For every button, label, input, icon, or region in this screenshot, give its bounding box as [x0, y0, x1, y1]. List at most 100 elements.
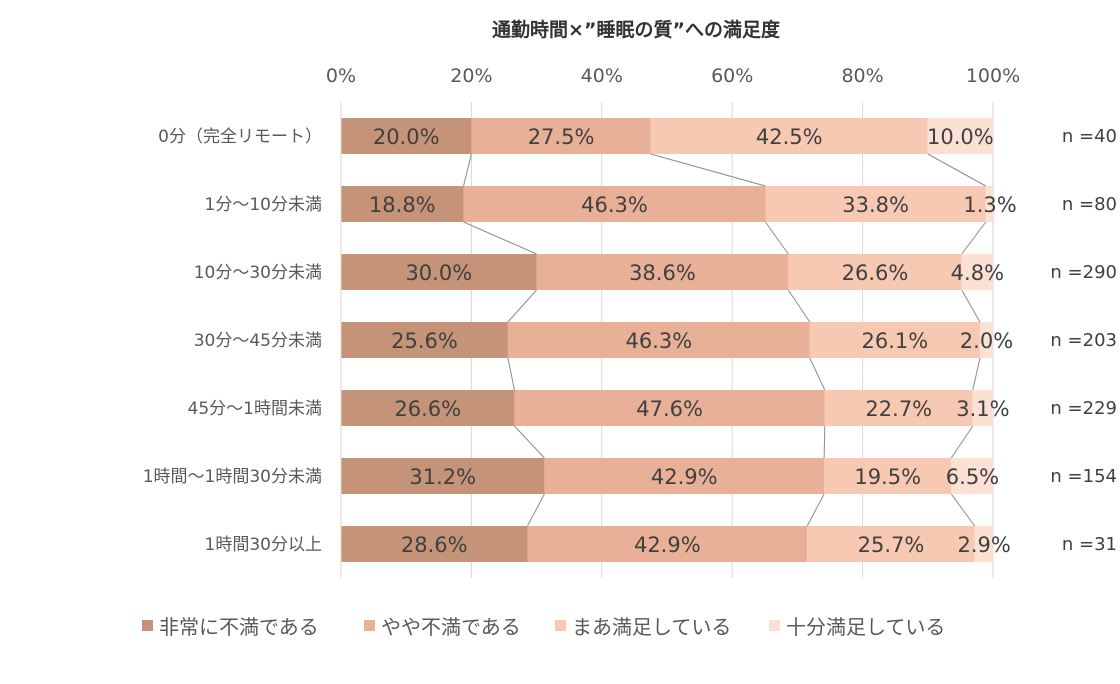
- bar-segment: [985, 186, 995, 222]
- bar-segment: [527, 526, 808, 562]
- data-label: 20.0%: [373, 125, 440, 149]
- data-label: 30.0%: [405, 261, 472, 285]
- n-label: n =203: [1050, 330, 1117, 351]
- legend-label: 十分満足している: [786, 615, 945, 639]
- x-tick-label: 20%: [450, 65, 492, 87]
- bar-segment: [650, 118, 928, 154]
- x-tick-label: 0%: [326, 65, 356, 87]
- data-label: 26.1%: [862, 329, 929, 353]
- series-line: [961, 289, 981, 323]
- bar-segment: [341, 390, 515, 426]
- data-label: 42.9%: [634, 533, 701, 557]
- legend-label: 非常に不満である: [159, 615, 319, 639]
- legend: 非常に不満である やや不満である まあ満足している 十分満足している: [142, 615, 945, 639]
- bar-segment: [788, 254, 962, 290]
- bar-segment: [341, 186, 464, 222]
- n-label: n =40: [1062, 126, 1117, 147]
- data-label: 3.1%: [956, 397, 1009, 421]
- series-line: [650, 153, 766, 187]
- bar-segment: [471, 118, 651, 154]
- series-line: [765, 221, 789, 255]
- category-label: 10分～30分未満: [194, 263, 322, 283]
- series-line: [507, 357, 515, 391]
- x-tick-label: 40%: [581, 65, 623, 87]
- bar-segment: [341, 118, 472, 154]
- bar-segment: [974, 526, 994, 562]
- bar-segment: [972, 390, 993, 426]
- data-label: 6.5%: [946, 465, 999, 489]
- series-line: [527, 493, 545, 527]
- bar-segment: [341, 526, 528, 562]
- series-line: [927, 153, 987, 187]
- x-tick-label: 60%: [711, 65, 753, 87]
- bar-segment: [765, 186, 986, 222]
- category-label: 30分～45分未満: [194, 331, 322, 351]
- bar-segment: [463, 186, 766, 222]
- data-label: 46.3%: [581, 193, 648, 217]
- data-label: 46.3%: [625, 329, 692, 353]
- bar-segment: [927, 118, 993, 154]
- data-label: 31.2%: [409, 465, 476, 489]
- data-label: 26.6%: [842, 261, 909, 285]
- data-label: 38.6%: [629, 261, 696, 285]
- category-label: 45分～1時間未満: [188, 399, 322, 419]
- series-line: [463, 221, 537, 255]
- x-tick-label: 80%: [841, 65, 883, 87]
- bar-segment: [961, 254, 993, 290]
- series-line: [823, 425, 826, 459]
- bar-segment: [341, 254, 537, 290]
- bar-segment: [341, 458, 545, 494]
- n-label: n =229: [1050, 398, 1117, 419]
- category-label: 1時間～1時間30分未満: [143, 467, 322, 487]
- n-label: n =290: [1050, 262, 1117, 283]
- bar-segment: [514, 390, 825, 426]
- n-label: n =154: [1050, 466, 1117, 487]
- data-label: 25.6%: [391, 329, 458, 353]
- data-label: 26.6%: [394, 397, 461, 421]
- data-label: 18.8%: [369, 193, 436, 217]
- data-label: 22.7%: [865, 397, 932, 421]
- data-label: 42.5%: [756, 125, 823, 149]
- bar-segment: [809, 322, 980, 358]
- bar-segment: [951, 458, 994, 494]
- data-label: 42.9%: [651, 465, 718, 489]
- data-label: 4.8%: [951, 261, 1004, 285]
- chart-title: 通勤時間×”睡眠の質”への満足度: [492, 18, 781, 41]
- data-label: 28.6%: [401, 533, 468, 557]
- data-label: 47.6%: [636, 397, 703, 421]
- bar-segment: [341, 322, 508, 358]
- axes: 0% 20% 40% 60% 80% 100% 0分（完全リモート） 1分～10分未満 10分～…: [143, 65, 1020, 578]
- series-lines: [463, 153, 987, 527]
- category-label: 1分～10分未満: [205, 195, 322, 215]
- data-labels: 20.0% 27.5% 42.5% 10.0% n =40 18.8% 46.3% 33.8%…: [369, 125, 1117, 557]
- legend-swatch: [364, 620, 375, 631]
- x-tick-label: 100%: [966, 65, 1020, 87]
- series-line: [950, 493, 976, 527]
- bars: [341, 118, 995, 562]
- legend-swatch: [769, 620, 780, 631]
- bar-segment: [544, 458, 825, 494]
- series-line: [961, 221, 987, 255]
- data-label: 2.9%: [958, 533, 1011, 557]
- series-line: [809, 357, 826, 391]
- bar-segment: [824, 390, 973, 426]
- bar-segment: [824, 458, 952, 494]
- category-label: 1時間30分以上: [205, 535, 322, 555]
- n-label: n =31: [1062, 534, 1117, 555]
- bar-segment: [536, 254, 789, 290]
- bar-segment: [807, 526, 975, 562]
- series-line: [514, 425, 545, 459]
- series-line: [507, 289, 537, 323]
- data-label: 10.0%: [927, 125, 994, 149]
- data-label: 33.8%: [842, 193, 909, 217]
- legend-swatch: [142, 620, 153, 631]
- legend-label: やや不満である: [381, 615, 521, 639]
- series-line: [950, 425, 974, 459]
- bar-segment: [507, 322, 810, 358]
- legend-label: まあ満足している: [572, 615, 731, 639]
- series-line: [972, 357, 981, 391]
- series-line: [787, 289, 811, 323]
- data-label: 1.3%: [963, 193, 1016, 217]
